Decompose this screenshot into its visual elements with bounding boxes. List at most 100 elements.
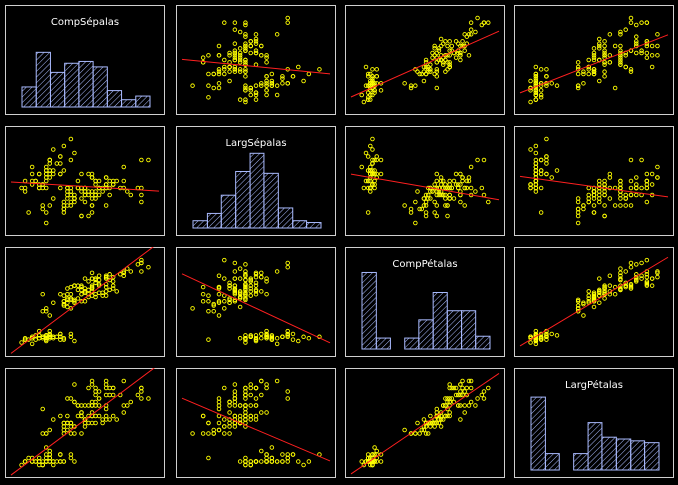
scatter-point [473, 189, 478, 194]
scatter-point [628, 260, 634, 266]
scatter-point [222, 431, 227, 436]
scatter-point [139, 260, 144, 266]
scatter-point [618, 277, 623, 283]
scatter-point [51, 300, 56, 305]
scatter-point [458, 171, 463, 177]
scatter-point [227, 53, 232, 58]
scatter-point [549, 175, 554, 180]
scatter-point [413, 83, 418, 88]
scatter-point [644, 274, 650, 280]
scatter-point [232, 64, 238, 70]
scatter-point [72, 300, 77, 305]
scatter-point [68, 331, 74, 337]
scatter-point [227, 69, 232, 74]
scatter-point [243, 262, 248, 267]
scatter-point [200, 291, 206, 297]
scatter-point [607, 32, 613, 37]
scatter-point [237, 413, 243, 419]
scatter-point [121, 273, 127, 278]
histogram-bar [432, 292, 448, 350]
scatter-point [468, 378, 474, 384]
scatter-point [602, 69, 607, 74]
scatter-point [285, 334, 290, 340]
scatter-point [269, 81, 275, 86]
scatter-point [368, 185, 373, 191]
scatter-point [200, 60, 206, 65]
scatter-point [602, 50, 607, 56]
scatter-point [528, 334, 533, 340]
scatter-point [434, 420, 440, 426]
scatter-point [200, 413, 206, 419]
scatter-point [243, 281, 248, 287]
scatter-point [237, 459, 243, 464]
scatter-point [190, 306, 195, 311]
panel-frame [345, 126, 505, 236]
scatter-point [222, 67, 227, 72]
scatter-point [75, 178, 81, 184]
scatter-point [248, 462, 253, 468]
scatter-point [61, 337, 67, 342]
scatter-point [365, 168, 371, 173]
scatter-point [374, 175, 379, 180]
scatter-point [533, 90, 539, 95]
scatter-point [243, 74, 248, 79]
scatter-point [96, 413, 102, 419]
scatter-point [445, 399, 450, 405]
scatter-point [243, 403, 248, 408]
scatter-point [575, 85, 581, 91]
scatter-point [47, 328, 53, 334]
panel: CompPétalas [345, 247, 505, 357]
scatter-point [75, 403, 81, 408]
scatter-point [274, 335, 280, 341]
scatter-point [421, 203, 427, 208]
scatter-point [43, 308, 49, 314]
scatter-point [602, 48, 607, 53]
scatter-point [443, 69, 448, 74]
scatter-point [365, 210, 371, 215]
scatter-point [243, 46, 248, 51]
scatter-point [253, 270, 259, 276]
scatter-point [644, 185, 650, 191]
scatter-point [445, 185, 450, 191]
scatter-point [462, 403, 467, 408]
scatter-point [61, 424, 67, 429]
histogram-bar [192, 220, 208, 229]
scatter-point [211, 303, 216, 308]
scatter-point [36, 185, 42, 191]
scatter-point [253, 280, 259, 286]
panel: LargSépalas [176, 126, 336, 236]
scatter-point [19, 340, 24, 345]
scatter-point [447, 60, 452, 65]
scatter-point [121, 270, 127, 276]
scatter-point [82, 276, 88, 281]
scatter-point [216, 69, 222, 74]
scatter-point [468, 20, 474, 25]
scatter-point [79, 413, 84, 419]
scatter-point [365, 71, 371, 77]
scatter-point [237, 276, 243, 281]
scatter-point [591, 296, 597, 301]
scatter-point [423, 424, 429, 429]
scatter-point [269, 83, 275, 88]
scatter-point [227, 297, 232, 303]
scatter-point [597, 290, 602, 296]
scatter-point [146, 264, 151, 270]
scatter-point [655, 43, 660, 49]
scatter-point [533, 341, 539, 347]
regression-line [10, 247, 154, 354]
scatter-point [458, 182, 463, 187]
panel [345, 126, 505, 236]
scatter-point [451, 196, 457, 201]
scatter-point [243, 296, 248, 301]
histogram-bar [601, 436, 617, 471]
scatter-point [227, 78, 232, 84]
scatter-point [655, 274, 660, 280]
histogram-bar [587, 422, 603, 471]
scatter-point [243, 396, 248, 401]
scatter-point [58, 154, 63, 159]
scatter-point [378, 459, 384, 464]
scatter-point [47, 333, 53, 338]
scatter-point [419, 71, 425, 77]
scatter-point [602, 192, 607, 198]
scatter-point [372, 157, 377, 163]
